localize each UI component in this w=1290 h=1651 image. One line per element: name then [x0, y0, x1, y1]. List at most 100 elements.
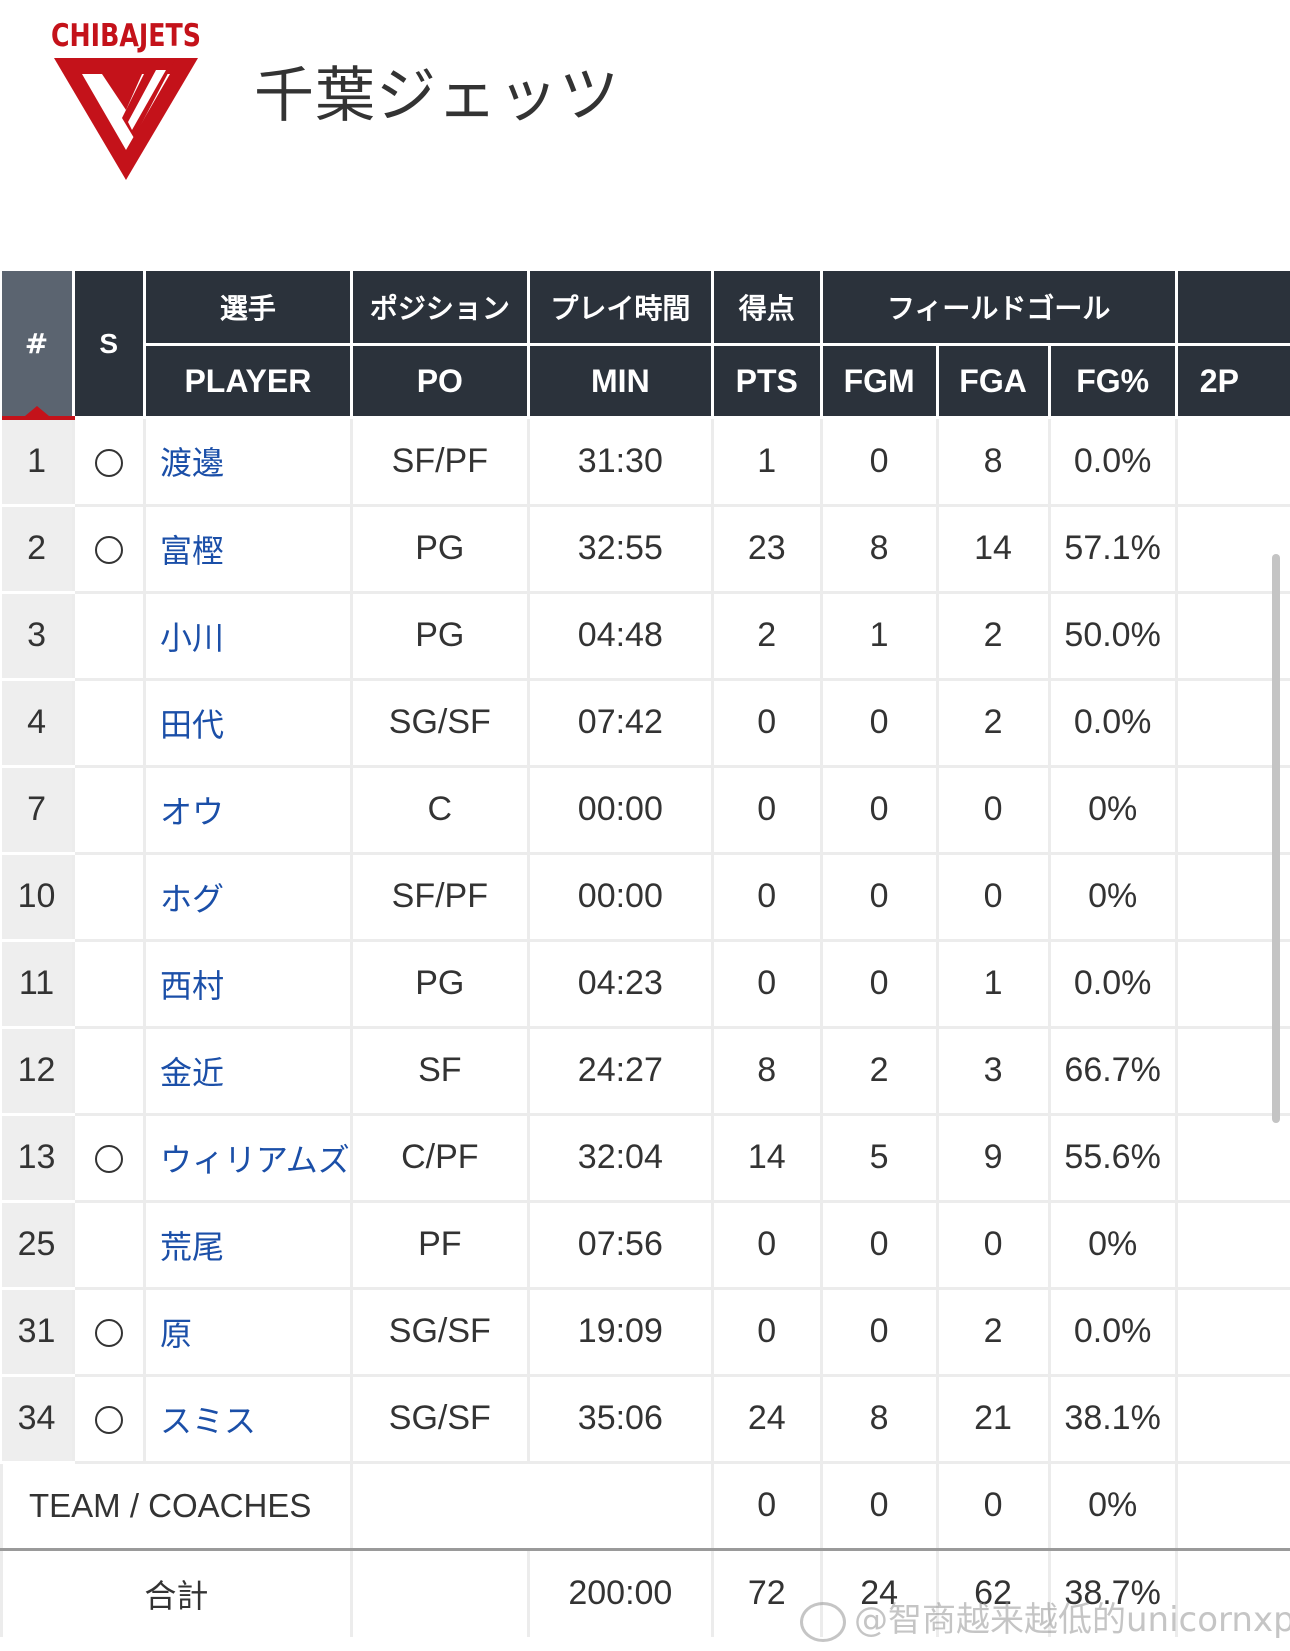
table-row: 25 荒尾 PF 07:56 0 0 0 0% [1, 1201, 1290, 1290]
header-starter[interactable]: S [71, 271, 145, 419]
header-number[interactable]: # [1, 271, 74, 420]
player-minutes: 04:48 [526, 592, 713, 681]
player-fg-percent: 38.1% [1047, 1375, 1177, 1464]
table-row: 12 金近 SF 24:27 8 2 3 66.7% [1, 1027, 1290, 1116]
player-next-cell [1174, 592, 1290, 681]
header-2p[interactable]: 2P [1174, 344, 1290, 419]
player-fg-percent: 0% [1047, 853, 1177, 942]
header-fg-percent[interactable]: FG% [1047, 344, 1177, 419]
player-position: PG [349, 592, 529, 681]
starter-circle-icon [94, 1145, 123, 1174]
player-number: 2 [1, 505, 74, 594]
starter-mark [71, 853, 145, 942]
watermark-text: @智商越来越低的unicornxp [854, 1600, 1290, 1640]
player-fgm: 0 [819, 1288, 938, 1377]
header-minutes-jp[interactable]: プレイ時間 [526, 271, 713, 346]
starter-circle-icon [94, 448, 123, 477]
header-points-jp[interactable]: 得点 [710, 271, 822, 346]
table-row: 1 渡邊 SF/PF 31:30 1 0 8 0.0% [1, 417, 1290, 507]
player-fg-percent: 0.0% [1047, 679, 1177, 768]
player-next-cell [1174, 1288, 1290, 1377]
player-fgm: 0 [819, 940, 938, 1029]
starter-mark [71, 1114, 145, 1203]
team-fga: 0 [935, 1460, 1049, 1551]
player-next-cell [1174, 1201, 1290, 1290]
player-next-cell [1174, 1114, 1290, 1203]
player-name[interactable]: オウ [142, 766, 352, 855]
player-name[interactable]: ウィリアムズ [142, 1114, 352, 1203]
header-position[interactable]: PO [349, 344, 529, 419]
player-next-cell [1174, 417, 1290, 507]
table-row: 31 原 SG/SF 19:09 0 0 2 0.0% [1, 1288, 1290, 1377]
player-position: C [349, 766, 529, 855]
player-number: 13 [1, 1114, 74, 1203]
player-minutes: 07:42 [526, 679, 713, 768]
player-minutes: 00:00 [526, 853, 713, 942]
starter-mark [71, 679, 145, 768]
player-name[interactable]: ホグ [142, 853, 352, 942]
player-name[interactable]: 西村 [142, 940, 352, 1029]
player-minutes: 32:04 [526, 1114, 713, 1203]
player-fga: 2 [935, 592, 1049, 681]
player-minutes: 00:00 [526, 766, 713, 855]
player-points: 8 [710, 1027, 822, 1116]
player-name[interactable]: 原 [142, 1288, 352, 1377]
header-player-jp[interactable]: 選手 [142, 271, 352, 346]
player-name[interactable]: 渡邊 [142, 417, 352, 507]
starter-mark [71, 1027, 145, 1116]
player-fg-percent: 0% [1047, 766, 1177, 855]
team-name: 千葉ジェッツ [254, 61, 620, 131]
player-position: SF/PF [349, 417, 529, 507]
player-position: PG [349, 505, 529, 594]
table-row: 13 ウィリアムズ C/PF 32:04 14 5 9 55.6% [1, 1114, 1290, 1203]
starter-mark [71, 766, 145, 855]
player-name[interactable]: スミス [142, 1375, 352, 1464]
player-name[interactable]: 荒尾 [142, 1201, 352, 1290]
player-name[interactable]: 小川 [142, 592, 352, 681]
player-points: 24 [710, 1375, 822, 1464]
player-fgm: 5 [819, 1114, 938, 1203]
boxscore-table: # S 選手 ポジション プレイ時間 得点 フィールドゴール PLAYER PO… [0, 271, 1290, 1637]
logo-text: CHIBAJETS [51, 18, 201, 54]
vertical-scrollbar[interactable] [1272, 554, 1280, 1123]
header-points[interactable]: PTS [710, 344, 822, 419]
player-position: SF/PF [349, 853, 529, 942]
player-minutes: 35:06 [526, 1375, 713, 1464]
player-minutes: 07:56 [526, 1201, 713, 1290]
header-fgm[interactable]: FGM [819, 344, 938, 419]
player-fgm: 0 [819, 766, 938, 855]
player-number: 12 [1, 1027, 74, 1116]
starter-mark [71, 505, 145, 594]
header-position-jp[interactable]: ポジション [349, 271, 529, 346]
header-fga[interactable]: FGA [935, 344, 1049, 419]
player-fga: 8 [935, 417, 1049, 507]
player-number: 10 [1, 853, 74, 942]
starter-mark [71, 1201, 145, 1290]
player-name[interactable]: 田代 [142, 679, 352, 768]
player-fgm: 0 [819, 1201, 938, 1290]
player-name[interactable]: 富樫 [142, 505, 352, 594]
header-player[interactable]: PLAYER [142, 344, 352, 419]
header-field-goal-jp: フィールドゴール [819, 271, 1177, 346]
player-fga: 0 [935, 766, 1049, 855]
player-minutes: 19:09 [526, 1288, 713, 1377]
player-next-cell [1174, 766, 1290, 855]
player-number: 3 [1, 592, 74, 681]
player-position: SF [349, 1027, 529, 1116]
weibo-icon [800, 1601, 846, 1642]
total-min: 200:00 [526, 1549, 713, 1637]
player-position: C/PF [349, 1114, 529, 1203]
player-next-cell [1174, 1027, 1290, 1116]
player-fg-percent: 0.0% [1047, 940, 1177, 1029]
header-minutes[interactable]: MIN [526, 344, 713, 419]
player-points: 0 [710, 1201, 822, 1290]
header-number-label: # [24, 326, 49, 360]
starter-mark [71, 940, 145, 1029]
player-number: 25 [1, 1201, 74, 1290]
player-position: SG/SF [349, 1288, 529, 1377]
player-name[interactable]: 金近 [142, 1027, 352, 1116]
team-next [1174, 1460, 1290, 1551]
team-fgp: 0% [1047, 1460, 1177, 1551]
player-fga: 1 [935, 940, 1049, 1029]
total-fga: 62 [935, 1549, 1049, 1637]
